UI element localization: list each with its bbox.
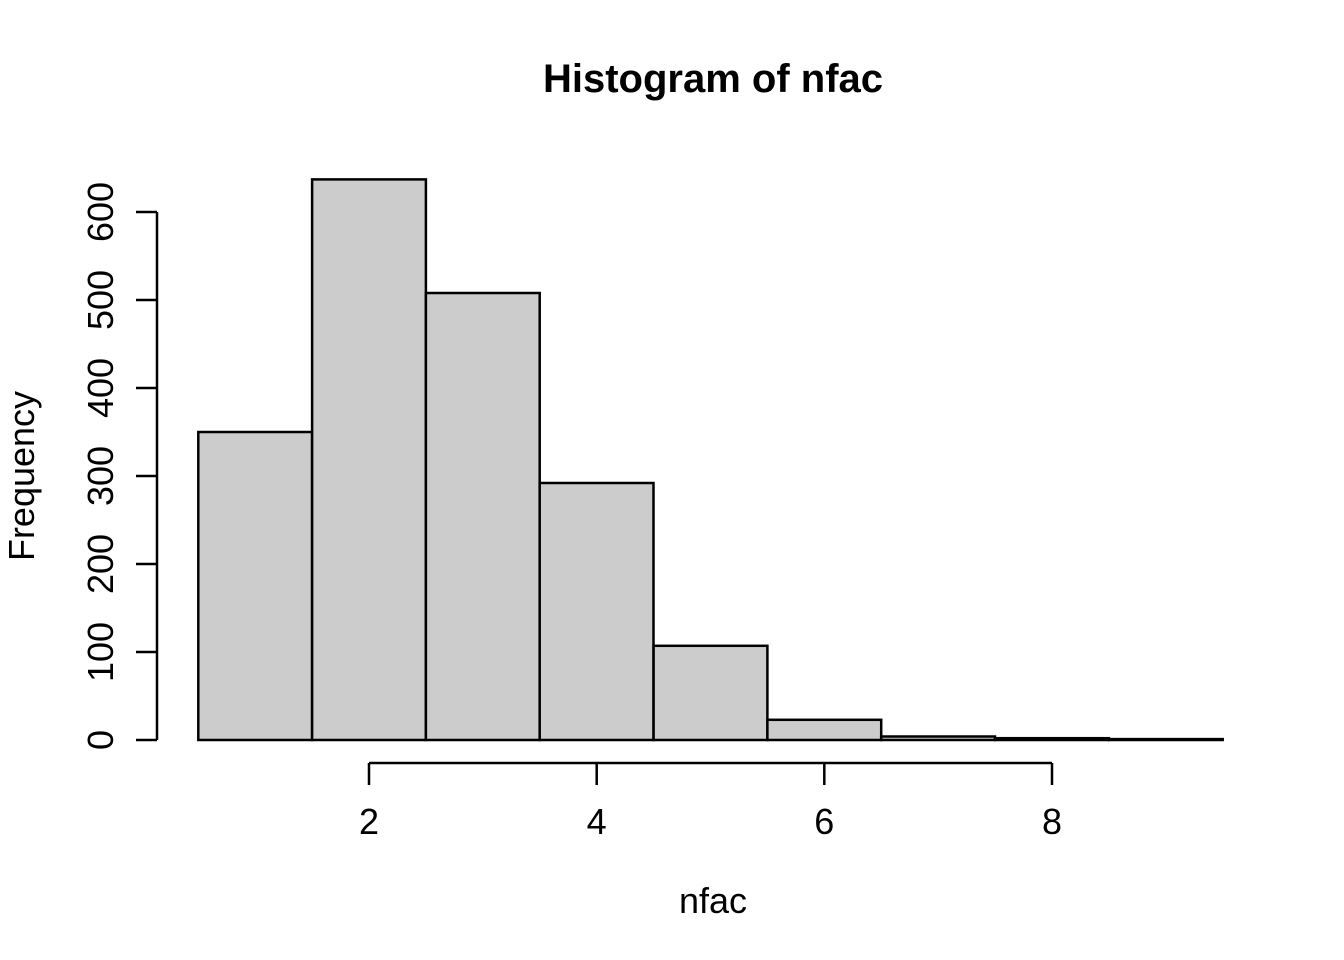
y-tick-label: 200 <box>80 534 121 594</box>
x-tick-label: 4 <box>587 801 607 842</box>
histogram-bar <box>766 718 883 742</box>
y-tick-label: 0 <box>80 730 121 750</box>
x-axis-label: nfac <box>679 880 747 921</box>
histogram-bar <box>310 178 428 742</box>
y-tick-label: 600 <box>80 182 121 242</box>
y-tick-label: 500 <box>80 270 121 330</box>
histogram-bar <box>424 291 541 742</box>
y-axis: 0 100 200 300 400 500 600 <box>80 182 159 750</box>
histogram-bar <box>538 481 655 742</box>
x-tick-label: 8 <box>1042 801 1062 842</box>
histogram-bar <box>197 430 314 742</box>
x-tick-label: 2 <box>359 801 379 842</box>
y-tick-label: 400 <box>80 358 121 418</box>
histogram-bar <box>1107 737 1224 742</box>
x-tick-label: 6 <box>814 801 834 842</box>
histogram-bars <box>197 178 1224 742</box>
chart-title: Histogram of nfac <box>543 57 883 101</box>
x-axis: 2 4 6 8 <box>359 761 1062 842</box>
y-axis-label: Frequency <box>1 391 42 561</box>
histogram-bar <box>652 644 769 742</box>
y-tick-label: 100 <box>80 622 121 682</box>
histogram-bar <box>879 735 997 742</box>
y-tick-label: 300 <box>80 446 121 506</box>
histogram-bar <box>993 736 1111 742</box>
